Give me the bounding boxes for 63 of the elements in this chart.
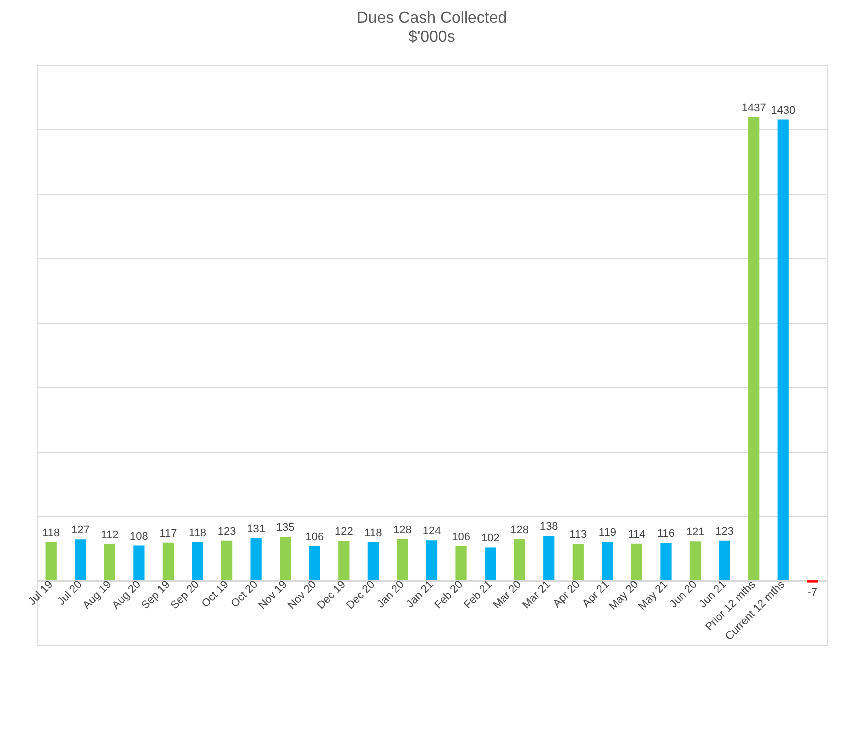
data-label: 118 [42,528,60,540]
data-label: -7 [808,586,818,599]
bar [514,539,526,581]
data-label: 118 [364,528,382,540]
bar [631,544,643,581]
data-label: 128 [510,524,530,536]
data-label: 102 [481,532,500,545]
x-tick-label: Sep 20 [168,578,202,612]
x-tick-label: Oct 19 [200,578,232,610]
bar [250,538,262,581]
chart-title: Dues Cash Collected [356,10,508,27]
data-label: 114 [628,528,646,541]
data-label: 106 [306,531,324,544]
bar [338,541,350,581]
data-label: 123 [716,526,734,538]
bar [162,542,174,581]
bar [456,546,467,581]
data-label: 138 [540,521,558,534]
bar [309,546,320,581]
data-label: 108 [130,530,148,543]
data-label: 117 [160,528,178,540]
bar [778,120,789,581]
data-label: 127 [71,524,90,537]
data-label: 112 [101,529,119,542]
bar [485,548,496,581]
x-tick-label: Jan 20 [375,578,407,611]
bar [544,536,555,581]
chart-subtitle: $'000s [408,29,456,46]
x-tick-label: Jul 19 [26,578,56,608]
bar [104,544,116,581]
data-label: 116 [657,528,676,540]
bar [748,118,760,581]
data-label: 106 [452,531,470,544]
x-tick-label: Mar 21 [520,578,554,612]
bar [660,543,672,581]
x-tick-label: Jun 20 [668,578,700,611]
bar [75,540,86,581]
x-tick-label: Apr 20 [551,578,583,610]
bar [221,540,233,581]
bar [572,544,584,581]
bar [280,537,292,581]
data-label: 1430 [771,104,796,117]
data-label: 123 [218,526,236,538]
data-label: 122 [334,526,354,538]
data-label: 118 [188,528,207,540]
data-label: 1437 [742,102,766,115]
data-label: 113 [570,529,588,542]
bar [426,540,438,581]
data-label: 135 [276,522,295,534]
bar [719,540,730,581]
bar [397,539,408,581]
data-label: 131 [247,523,266,536]
data-label: 119 [598,527,616,540]
bar [46,542,57,581]
data-label: 124 [422,526,442,538]
bar [192,542,204,581]
data-label: 121 [686,526,705,539]
x-tick-label: Dec 20 [344,578,378,612]
bar [602,542,614,581]
bar [134,546,145,581]
data-label: 128 [394,524,412,536]
bar [690,542,702,581]
bar [368,542,379,581]
